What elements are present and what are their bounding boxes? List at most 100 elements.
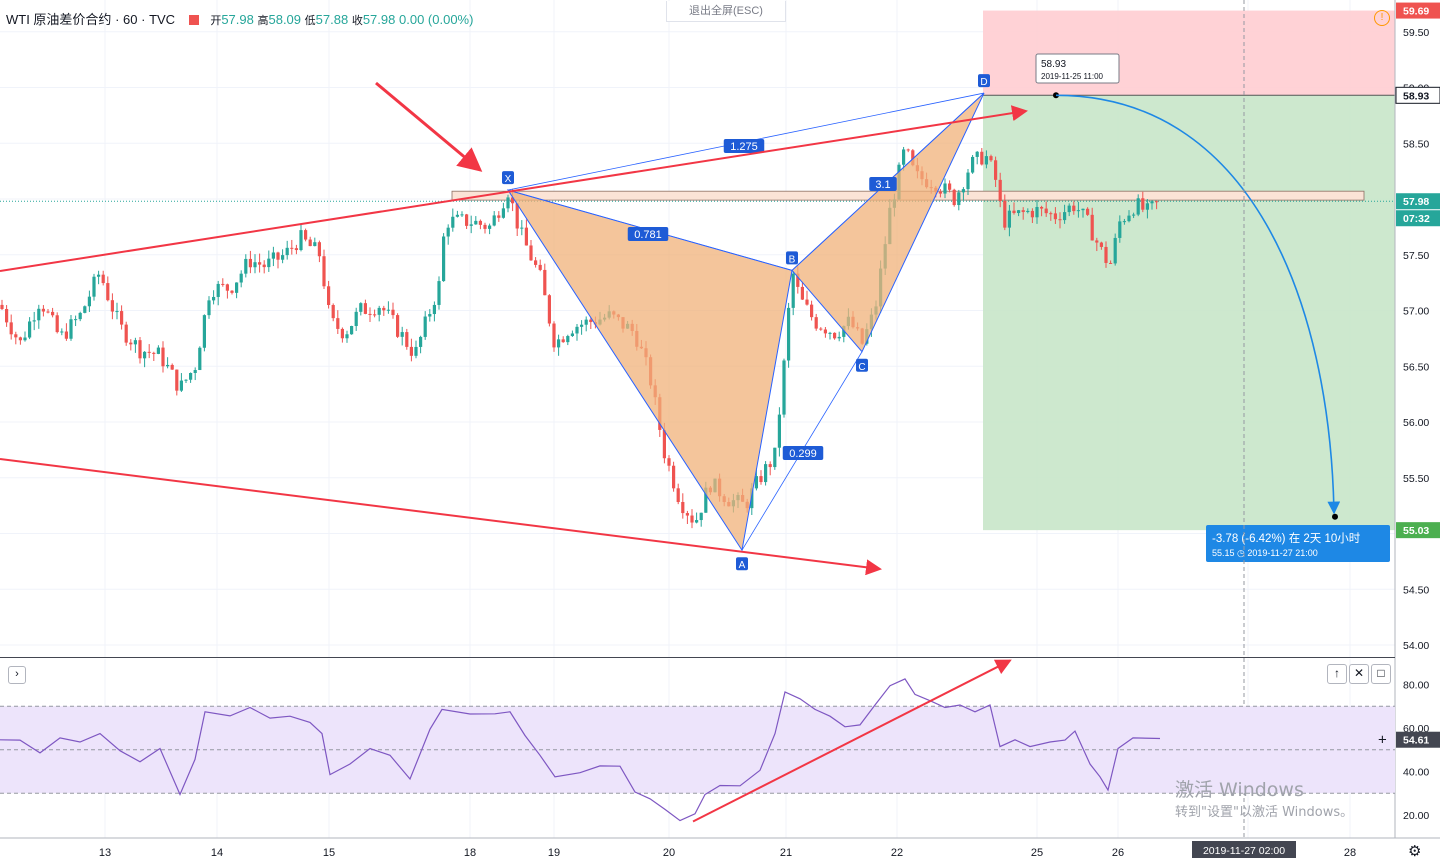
candle-body	[290, 247, 294, 249]
price-tick-label: 54.50	[1403, 584, 1429, 596]
candle-body	[78, 312, 82, 320]
candle-body	[1030, 210, 1034, 218]
candle-body	[1150, 201, 1154, 204]
candle-body	[1021, 210, 1025, 213]
candle-body	[828, 332, 832, 334]
candle-body	[432, 304, 436, 315]
time-tick-label: 18	[464, 847, 476, 859]
rsi-value-tag	[1396, 731, 1440, 748]
candle-body	[474, 220, 478, 225]
candle-body	[837, 336, 841, 339]
time-tick-label: 20	[663, 847, 675, 859]
time-tick-label: 22	[891, 847, 903, 859]
pattern-point-b-badge	[786, 251, 798, 265]
candle-body	[902, 149, 906, 165]
crosshair-plus-icon: +	[1378, 732, 1387, 749]
candle-body	[1003, 200, 1007, 228]
lower-trendline	[0, 458, 882, 576]
candle-body	[138, 340, 142, 359]
high-value: 58.09	[268, 12, 302, 27]
candle-body	[110, 300, 114, 312]
flag-icon[interactable]	[188, 15, 199, 25]
settings-gear-icon[interactable]: ⚙	[1408, 843, 1422, 860]
indicator-collapse-button[interactable]: ›	[8, 666, 26, 684]
windows-watermark-title: 激活 Windows	[1175, 779, 1304, 801]
candle-body	[994, 160, 998, 180]
candle-body	[396, 315, 400, 337]
target-price-tag	[1396, 522, 1440, 539]
candle-body	[768, 464, 772, 468]
candle-body	[304, 230, 308, 240]
upper-trendline	[0, 105, 1028, 272]
candle-body	[534, 260, 538, 265]
candle-body	[1099, 242, 1103, 247]
rsi-tick-label: 80.00	[1403, 680, 1429, 692]
candle-body	[5, 308, 9, 323]
projection-sublabel: 55.15 ◷ 2019-11-27 21:00	[1212, 548, 1318, 558]
price-tick-label: 57.50	[1403, 250, 1429, 262]
pattern-ratio-label: 1.275	[730, 141, 758, 153]
candle-body	[1118, 221, 1122, 238]
candle-body	[1017, 210, 1021, 214]
candle-body	[345, 334, 349, 339]
candle-body	[221, 283, 225, 285]
candle-body	[419, 336, 423, 347]
candle-body	[299, 230, 303, 251]
stop-price-text: 59.69	[1403, 6, 1429, 18]
candle-body	[239, 273, 243, 283]
candle-body	[515, 203, 519, 229]
candle-body	[336, 318, 340, 329]
candle-body	[23, 337, 27, 341]
candle-body	[87, 296, 91, 307]
open-label: 开	[210, 15, 222, 27]
candle-body	[488, 225, 492, 229]
high-label: 高	[257, 15, 269, 27]
candle-body	[662, 429, 666, 459]
candle-body	[911, 150, 915, 166]
candle-body	[175, 369, 179, 391]
candle-body	[400, 332, 404, 337]
pattern-point-d-label: D	[980, 77, 987, 88]
candle-body	[28, 321, 32, 338]
candle-body	[1040, 206, 1044, 209]
candle-body	[1127, 215, 1131, 222]
indicator-close-button[interactable]: ✕	[1349, 664, 1369, 684]
d-level-text: 58.93	[1403, 90, 1429, 102]
candle-body	[267, 258, 271, 268]
candle-body	[212, 296, 216, 301]
entry-tooltip-price: 58.93	[1041, 59, 1066, 70]
price-tick-label: 59.50	[1403, 27, 1429, 39]
candle-body	[1132, 214, 1136, 216]
candle-body	[1035, 206, 1039, 218]
candle-body	[409, 346, 413, 356]
alert-info-icon[interactable]: !	[1374, 10, 1390, 26]
candle-body	[501, 208, 505, 218]
indicator-move-up-button[interactable]: ↑	[1327, 664, 1347, 684]
candle-body	[1026, 210, 1030, 213]
candle-body	[842, 326, 846, 337]
candle-body	[340, 328, 344, 339]
candle-body	[258, 262, 262, 265]
pattern-point-a-label: A	[739, 560, 746, 571]
candle-body	[547, 295, 551, 324]
target-price-text: 55.03	[1403, 525, 1429, 537]
candle-body	[570, 333, 574, 337]
candle-body	[1081, 208, 1085, 211]
d-level-tag	[1395, 86, 1440, 104]
candle-body	[129, 342, 133, 345]
candle-body	[529, 245, 533, 261]
candle-body	[92, 276, 96, 297]
candle-body	[552, 323, 556, 348]
indicator-maximize-button[interactable]: □	[1371, 664, 1391, 684]
candle-body	[524, 227, 528, 246]
candle-body	[55, 315, 59, 333]
candle-body	[235, 282, 239, 293]
candle-body	[538, 264, 542, 270]
price-tick-label: 56.50	[1403, 361, 1429, 373]
candle-body	[1095, 240, 1099, 243]
exit-fullscreen-hint[interactable]: 退出全屏(ESC)	[666, 1, 786, 22]
candle-body	[667, 458, 671, 466]
candle-body	[455, 214, 459, 217]
candle-body	[363, 303, 367, 314]
